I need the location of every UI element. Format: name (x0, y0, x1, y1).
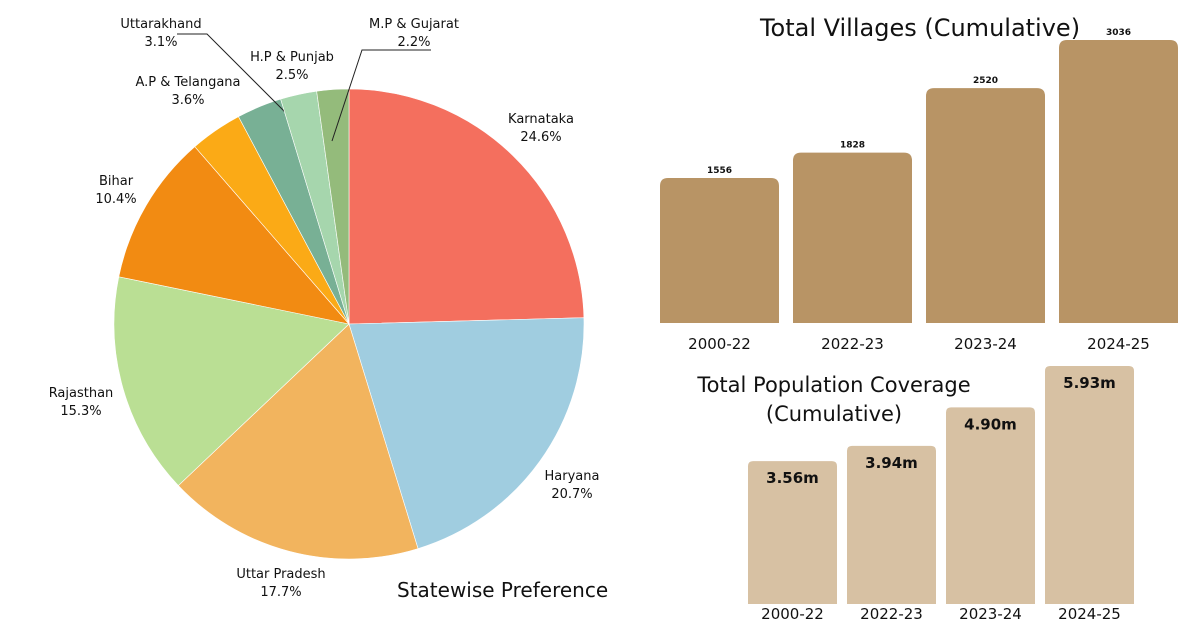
population-tick-label: 2024-25 (1058, 605, 1121, 623)
pie-percent-a-p-telangana: 3.6% (171, 93, 204, 108)
villages-tick-label: 2024-25 (1087, 335, 1150, 353)
pie-leader-line-m-p-gujarat (331, 49, 431, 142)
villages-bar-2022-23 (793, 152, 912, 323)
population-value-label: 5.93m (1063, 374, 1116, 392)
population-value-label: 3.94m (865, 454, 918, 472)
villages-tick-label: 2000-22 (688, 335, 751, 353)
pie-slice-uttar-pradesh (177, 323, 419, 560)
population-tick-label: 2023-24 (959, 605, 1022, 623)
population-chart-title: Total Population Coverage (Cumulative) (684, 371, 984, 429)
villages-tick-label: 2022-23 (821, 335, 884, 353)
population-bar-2024-25 (1045, 366, 1134, 604)
pie-label-karnataka: Karnataka (508, 112, 574, 127)
pie-percent-m-p-gujarat: 2.2% (397, 35, 430, 50)
pie-slice-karnataka (348, 88, 585, 325)
pie-slice-rajasthan (113, 276, 350, 486)
population-chart-title-line-1: Total Population Coverage (697, 373, 971, 397)
pie-percent-uttar-pradesh: 17.7% (260, 585, 301, 600)
population-bar-2022-23 (847, 445, 936, 604)
population-bar-2000-22 (748, 461, 837, 604)
villages-bar-2023-24 (926, 88, 1045, 323)
villages-bar-chart: 1556 2000-22 1828 2022-23 2520 2023-24 3036 202… (660, 28, 1178, 353)
villages-value-label: 2520 (973, 76, 998, 86)
population-bar-2023-24 (946, 407, 1035, 604)
pie-percent-uttarakhand: 3.1% (144, 35, 177, 50)
pie-percent-rajasthan: 15.3% (60, 404, 101, 419)
population-bar-chart: 3.56m 2000-22 3.94m 2022-23 4.90m 2023-24 5.93… (748, 366, 1134, 623)
pie-slice-haryana (348, 317, 585, 550)
villages-value-label: 1556 (707, 166, 732, 176)
population-tick-label: 2000-22 (761, 605, 824, 623)
villages-bar-2000-22 (660, 177, 779, 323)
villages-chart-title: Total Villages (Cumulative) (759, 14, 1081, 42)
villages-value-label: 3036 (1106, 28, 1131, 38)
population-value-label: 4.90m (964, 415, 1017, 433)
pie-percent-h-p-punjab: 2.5% (275, 68, 308, 83)
pie-percent-bihar: 10.4% (95, 192, 136, 207)
population-value-label: 3.56m (766, 469, 819, 487)
state-preference-pie-chart: Karnataka 24.6% Haryana 20.7% Uttar Pradesh 1… (49, 17, 600, 600)
population-tick-label: 2022-23 (860, 605, 923, 623)
pie-label-uttar-pradesh: Uttar Pradesh (236, 567, 325, 582)
pie-label-m-p-gujarat: M.P & Gujarat (369, 17, 459, 32)
pie-label-uttarakhand: Uttarakhand (120, 17, 201, 32)
pie-chart-caption: Statewise Preference (397, 578, 609, 602)
pie-percent-karnataka: 24.6% (520, 130, 561, 145)
pie-label-bihar: Bihar (99, 174, 134, 189)
pie-label-a-p-telangana: A.P & Telangana (135, 75, 240, 90)
villages-value-label: 1828 (840, 141, 865, 151)
pie-label-haryana: Haryana (545, 469, 600, 484)
villages-bar-2024-25 (1059, 40, 1178, 323)
pie-slice-bihar (118, 146, 350, 325)
pie-label-rajasthan: Rajasthan (49, 386, 114, 401)
population-chart-title-line-2: (Cumulative) (765, 402, 903, 426)
pie-label-h-p-punjab: H.P & Punjab (250, 50, 334, 65)
villages-tick-label: 2023-24 (954, 335, 1017, 353)
pie-leader-line-uttarakhand (177, 33, 287, 114)
pie-percent-haryana: 20.7% (551, 487, 592, 502)
